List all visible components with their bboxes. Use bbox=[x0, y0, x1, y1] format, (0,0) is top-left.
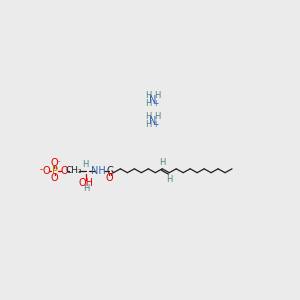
Text: O: O bbox=[106, 173, 113, 183]
Text: NH: NH bbox=[91, 166, 106, 176]
Text: H: H bbox=[145, 91, 152, 100]
Text: C: C bbox=[106, 166, 113, 176]
Text: H: H bbox=[145, 112, 152, 121]
Text: O: O bbox=[60, 166, 68, 176]
Text: -: - bbox=[57, 158, 60, 164]
Text: H: H bbox=[159, 158, 166, 167]
Text: CH₂: CH₂ bbox=[66, 166, 82, 175]
Text: O: O bbox=[51, 158, 58, 168]
Text: O: O bbox=[51, 173, 58, 184]
Text: P: P bbox=[52, 166, 58, 176]
Text: O: O bbox=[42, 166, 50, 176]
Text: H: H bbox=[154, 91, 160, 100]
Text: H: H bbox=[145, 120, 152, 129]
Text: N: N bbox=[148, 116, 156, 126]
Text: H: H bbox=[166, 175, 172, 184]
Text: +: + bbox=[152, 99, 158, 108]
Text: +: + bbox=[152, 120, 158, 129]
Text: -: - bbox=[40, 166, 43, 175]
Text: N: N bbox=[148, 95, 156, 105]
Text: H: H bbox=[145, 99, 152, 108]
Text: H: H bbox=[83, 184, 89, 193]
Text: H: H bbox=[154, 112, 160, 121]
Text: H: H bbox=[82, 160, 89, 169]
Text: OH: OH bbox=[79, 178, 94, 188]
